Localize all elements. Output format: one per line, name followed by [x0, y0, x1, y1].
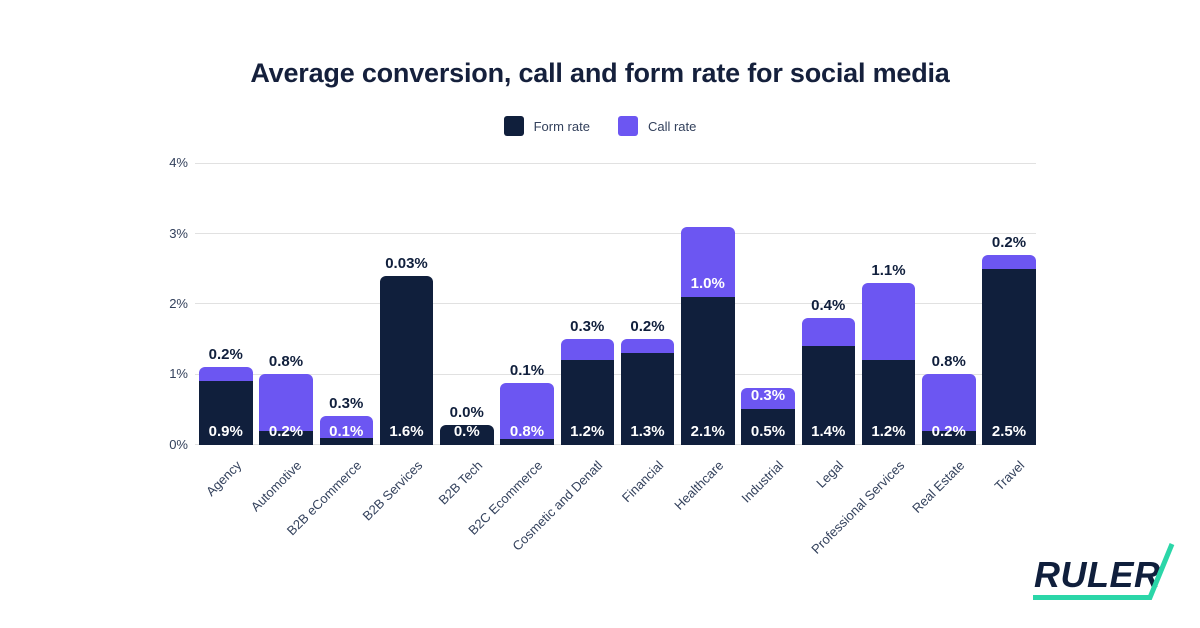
y-axis-tick-label: 0%: [169, 436, 188, 452]
gridline: [195, 162, 1036, 164]
bar-professional-services: [861, 282, 916, 445]
call-rate-segment: [620, 339, 675, 354]
form-rate-segment: [560, 360, 614, 445]
form-rate-value-label: 1.2%: [570, 422, 605, 440]
call-rate-value-label: 0.1%: [509, 361, 545, 379]
form-rate-segment: [440, 424, 494, 445]
gridline: [195, 303, 1036, 305]
form-rate-segment: [500, 438, 554, 445]
form-rate-segment: [319, 437, 373, 445]
y-axis-tick-label: 2%: [169, 295, 188, 311]
bar-agency: [199, 367, 253, 445]
bar-b2b-services: [379, 275, 434, 445]
call-rate-segment: [560, 339, 614, 361]
call-rate-value-label: 1.1%: [871, 261, 906, 279]
call-rate-value-label: 0.8%: [268, 353, 304, 371]
bar-legal: [801, 318, 855, 445]
form-rate-value-label: 0.9%: [208, 422, 243, 440]
call-rate-segment: [922, 374, 976, 431]
form-rate-segment: [681, 296, 735, 445]
call-rate-segment: [259, 374, 313, 431]
form-rate-value-label: 0.%: [453, 422, 480, 440]
legend-label-call-rate: Call rate: [647, 118, 697, 134]
legend-item-form-rate: Form rate: [503, 116, 590, 136]
bar-b2c-ecommerce: [500, 382, 554, 445]
call-rate-segment: [681, 226, 735, 297]
call-rate-segment: [500, 382, 554, 439]
call-rate-value-label: 0.03%: [385, 254, 428, 272]
form-rate-value-label: 0.2%: [268, 422, 304, 440]
ruler-logo-slash-icon: [1033, 543, 1175, 600]
bar-travel: [982, 254, 1036, 445]
ruler-logo-text: RULER: [1034, 554, 1161, 595]
call-rate-value-label: 0.2%: [208, 346, 243, 364]
ruler-logo: RULER: [1020, 530, 1190, 615]
form-rate-value-label: 0.2%: [931, 422, 966, 440]
form-rate-value-label: 0.1%: [329, 422, 364, 440]
bar-automotive: [259, 374, 313, 445]
call-rate-value-label: 0.3%: [329, 395, 364, 413]
call-rate-segment: [982, 254, 1036, 269]
call-rate-value-label: 0.2%: [991, 233, 1027, 251]
form-rate-segment: [861, 360, 916, 445]
bar-healthcare: [681, 226, 735, 445]
bar-real-estate: [922, 374, 976, 445]
call-rate-segment: [741, 388, 795, 410]
form-rate-value-label: 2.5%: [991, 422, 1027, 440]
form-rate-segment: [982, 268, 1036, 445]
gridline: [195, 373, 1036, 375]
y-axis-tick-label: 1%: [169, 366, 188, 382]
call-rate-value-label: 0.3%: [570, 318, 605, 336]
bar-financial: [620, 339, 675, 445]
gridline: [195, 233, 1036, 235]
call-rate-value-label: 0.3%: [750, 387, 786, 405]
gridline: [195, 444, 1036, 446]
form-rate-segment: [620, 353, 675, 445]
form-rate-value-label: 1.6%: [389, 422, 424, 440]
form-rate-segment: [259, 430, 313, 445]
form-rate-swatch: [503, 116, 524, 136]
chart-title: Average conversion, call and form rate f…: [250, 58, 950, 88]
form-rate-segment: [199, 381, 253, 445]
bar-cosmetic-and-denatl: [560, 339, 614, 445]
legend-label-form-rate: Form rate: [533, 118, 590, 134]
call-rate-value-label: 0.0%: [449, 403, 484, 421]
form-rate-segment: [741, 409, 795, 445]
call-rate-segment: [319, 416, 373, 438]
call-rate-segment: [199, 367, 253, 382]
y-axis-tick-label: 4%: [169, 155, 188, 171]
form-rate-segment: [801, 346, 855, 445]
form-rate-segment: [379, 275, 434, 445]
legend: Form rate Call rate: [0, 116, 1200, 136]
form-rate-segment: [922, 430, 976, 445]
call-rate-value-label: 0.2%: [630, 318, 665, 336]
bar-industrial: [741, 388, 795, 445]
form-rate-value-label: 0.8%: [509, 422, 545, 440]
form-rate-value-label: 2.1%: [690, 422, 725, 440]
call-rate-value-label: 0.4%: [811, 297, 846, 314]
call-rate-segment: [801, 318, 855, 347]
bar-b2b-tech: [440, 424, 494, 445]
call-rate-swatch: [617, 116, 638, 136]
y-axis-tick-label: 3%: [169, 225, 188, 241]
form-rate-value-label: 1.4%: [811, 422, 846, 440]
call-rate-value-label: 1.0%: [690, 274, 725, 292]
form-rate-value-label: 0.5%: [750, 422, 786, 440]
call-rate-segment: [861, 282, 916, 361]
legend-item-call-rate: Call rate: [617, 116, 697, 136]
call-rate-value-label: 0.8%: [931, 353, 966, 371]
form-rate-value-label: 1.2%: [871, 422, 906, 440]
bar-b2b-ecommerce: [319, 416, 373, 445]
form-rate-value-label: 1.3%: [630, 422, 665, 440]
